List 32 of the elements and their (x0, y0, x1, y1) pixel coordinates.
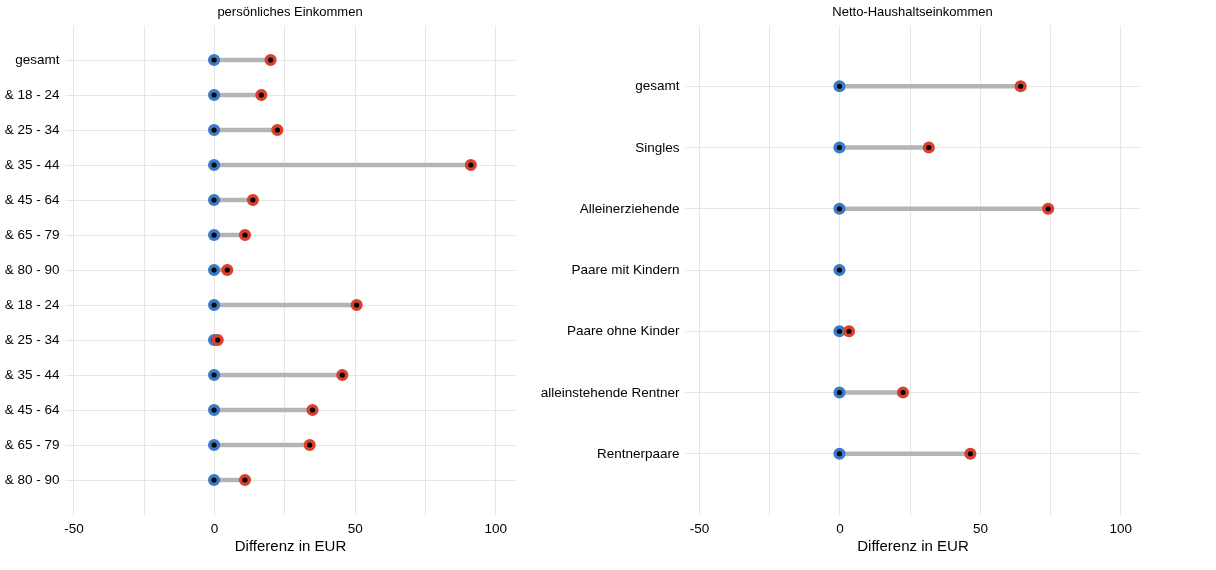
x-tick-label: 100 (1109, 520, 1133, 536)
y-tick-label: & 80 - 90 (4, 262, 60, 277)
y-tick-label: Paare ohne Kinder (566, 323, 680, 339)
x-tick-label: 50 (347, 520, 363, 536)
y-tick-label: & 25 - 34 (4, 332, 60, 347)
y-tick-label: & 35 - 44 (4, 157, 60, 172)
y-tick-label: alleinstehende Rentner (540, 384, 680, 400)
x-axis-title: Differenz in EUR (234, 537, 347, 554)
y-tick-label: gesamt (635, 78, 680, 94)
x-tick-label: 0 (210, 520, 219, 536)
y-tick-label: Rentnerpaare (596, 445, 680, 461)
y-tick-label: & 45 - 64 (4, 402, 60, 417)
x-tick-label: 50 (972, 520, 988, 536)
x-tick-label: -50 (689, 520, 710, 536)
y-tick-label: & 18 - 24 (4, 297, 60, 312)
y-tick-label: & 25 - 34 (4, 122, 60, 137)
x-axis-title: Differenz in EUR (857, 537, 969, 554)
y-tick-label: & 65 - 79 (4, 437, 60, 452)
chart-title: Netto-Haushaltseinkommen (832, 4, 993, 19)
y-tick-label: gesamt (15, 52, 60, 67)
y-tick-label: Paare mit Kindern (571, 262, 680, 277)
x-tick-label: 100 (484, 520, 508, 536)
chart-title: persönliches Einkommen (217, 4, 363, 19)
y-tick-label: & 65 - 79 (4, 227, 60, 242)
y-tick-label: Singles (635, 139, 680, 155)
y-tick-label: & 80 - 90 (4, 472, 60, 487)
x-tick-label: -50 (64, 520, 84, 536)
x-tick-label: 0 (836, 520, 844, 536)
y-tick-label: & 18 - 24 (4, 87, 60, 102)
y-tick-label: & 45 - 64 (4, 192, 60, 207)
y-tick-label: Alleinerziehende (579, 200, 680, 216)
y-tick-label: & 35 - 44 (4, 367, 60, 382)
